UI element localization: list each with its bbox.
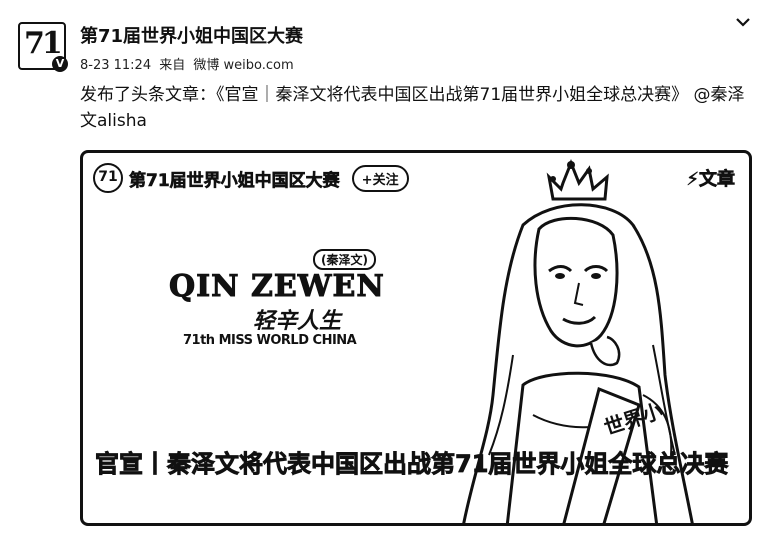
cover-slogan: 轻辛人生 [253, 309, 342, 334]
illustration-queen-icon: 世界小 [462, 158, 694, 523]
post-timestamp: 8-23 11:24 [80, 58, 152, 73]
mention-link[interactable]: @秦泽文alisha [80, 85, 745, 131]
avatar-logo-text: 71 [24, 26, 63, 61]
source-logo: 71 [93, 163, 123, 193]
article-title[interactable]: 官宣丨秦泽文将代表中国区出战第71届世界小姐全球总决赛 [95, 450, 729, 479]
post-text: 发布了头条文章：《官宣｜秦泽文将代表中国区出战第71届世界小姐全球总决赛》 @秦… [80, 82, 760, 134]
post-body: 发布了头条文章：《官宣｜秦泽文将代表中国区出战第71届世界小姐全球总决赛》 [80, 85, 689, 105]
cover-title: QIN ZEWEN [169, 269, 385, 305]
card-source-name[interactable]: 第71届世界小姐中国区大赛 [129, 170, 340, 191]
post-source[interactable]: 微博 weibo.com [193, 58, 294, 73]
verified-icon: V [52, 56, 68, 72]
chevron-down-icon[interactable] [735, 14, 751, 30]
article-card[interactable]: 世界小 71 第71届世界小姐中国区大赛 +关注 ⚡文章 (秦泽文) QIN Z… [80, 150, 752, 526]
cover-label: (秦泽文) [313, 249, 376, 270]
card-header: 71 第71届世界小姐中国区大赛 +关注 [93, 163, 409, 193]
account-name[interactable]: 第71届世界小姐中国区大赛 [80, 26, 304, 47]
follow-button[interactable]: +关注 [351, 164, 409, 192]
account-avatar[interactable]: 71 [18, 22, 66, 70]
article-tag: ⚡文章 [686, 169, 735, 191]
post-meta: 8-23 11:24 来自 微博 weibo.com [80, 54, 298, 73]
cover-subline: 71th MISS WORLD CHINA [183, 333, 357, 348]
source-prefix: 来自 [159, 58, 186, 73]
